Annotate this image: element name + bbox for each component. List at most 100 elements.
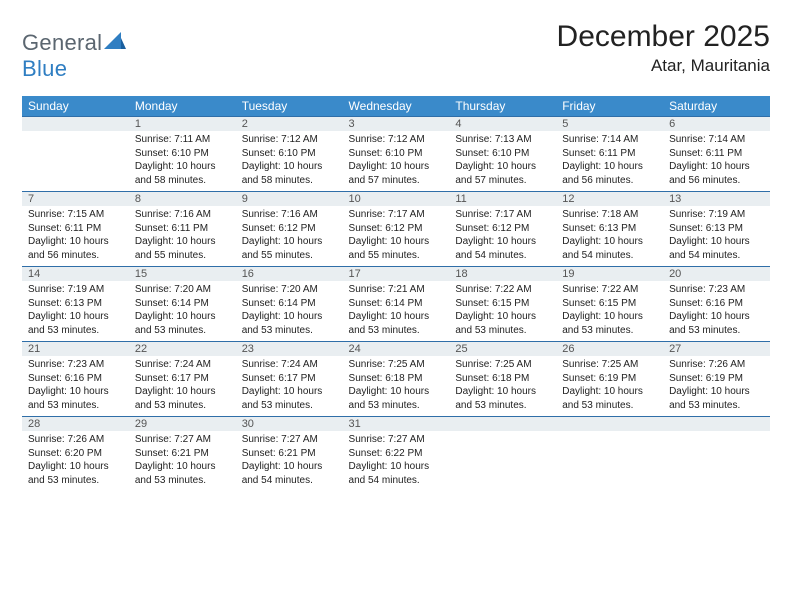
sunset-text: Sunset: 6:21 PM: [135, 447, 230, 461]
day-number: 24: [343, 342, 450, 357]
day-number: 12: [556, 192, 663, 207]
day-cell: Sunrise: 7:27 AMSunset: 6:21 PMDaylight:…: [129, 431, 236, 501]
day-number: 4: [449, 117, 556, 132]
day-number-row: 21222324252627: [22, 342, 770, 357]
sunrise-text: Sunrise: 7:19 AM: [28, 283, 123, 297]
day-cell: Sunrise: 7:25 AMSunset: 6:19 PMDaylight:…: [556, 356, 663, 417]
logo-sail-icon: [104, 30, 126, 56]
day-cell: Sunrise: 7:24 AMSunset: 6:17 PMDaylight:…: [129, 356, 236, 417]
day-body-row: Sunrise: 7:26 AMSunset: 6:20 PMDaylight:…: [22, 431, 770, 501]
daylight-text: Daylight: 10 hours and 56 minutes.: [28, 235, 123, 262]
day-cell: Sunrise: 7:20 AMSunset: 6:14 PMDaylight:…: [129, 281, 236, 342]
sunrise-text: Sunrise: 7:17 AM: [455, 208, 550, 222]
sunrise-text: Sunrise: 7:25 AM: [455, 358, 550, 372]
day-number: 19: [556, 267, 663, 282]
sunset-text: Sunset: 6:13 PM: [28, 297, 123, 311]
sunset-text: Sunset: 6:17 PM: [242, 372, 337, 386]
sunset-text: Sunset: 6:21 PM: [242, 447, 337, 461]
day-cell: [556, 431, 663, 501]
day-number: 17: [343, 267, 450, 282]
weekday-header: Monday: [129, 96, 236, 117]
daylight-text: Daylight: 10 hours and 54 minutes.: [562, 235, 657, 262]
weekday-header: Thursday: [449, 96, 556, 117]
daylight-text: Daylight: 10 hours and 53 minutes.: [135, 460, 230, 487]
sunrise-text: Sunrise: 7:15 AM: [28, 208, 123, 222]
sunrise-text: Sunrise: 7:20 AM: [135, 283, 230, 297]
daylight-text: Daylight: 10 hours and 57 minutes.: [455, 160, 550, 187]
day-cell: [663, 431, 770, 501]
logo-part2: Blue: [22, 56, 67, 81]
daylight-text: Daylight: 10 hours and 55 minutes.: [349, 235, 444, 262]
daylight-text: Daylight: 10 hours and 53 minutes.: [28, 460, 123, 487]
day-cell: Sunrise: 7:13 AMSunset: 6:10 PMDaylight:…: [449, 131, 556, 192]
day-body-row: Sunrise: 7:19 AMSunset: 6:13 PM Daylight:…: [22, 281, 770, 342]
day-number: 30: [236, 417, 343, 432]
weekday-header: Wednesday: [343, 96, 450, 117]
daylight-text: Daylight: 10 hours and 54 minutes.: [455, 235, 550, 262]
day-number: 1: [129, 117, 236, 132]
day-number: 3: [343, 117, 450, 132]
sunset-text: Sunset: 6:18 PM: [455, 372, 550, 386]
daylight-text: Daylight: 10 hours and 53 minutes.: [455, 385, 550, 412]
daylight-text: Daylight: 10 hours and 55 minutes.: [135, 235, 230, 262]
daylight-text: Daylight: 10 hours and 53 minutes.: [242, 310, 337, 337]
sunrise-text: Sunrise: 7:19 AM: [669, 208, 764, 222]
sunset-text: Sunset: 6:16 PM: [669, 297, 764, 311]
day-number-row: 123456: [22, 117, 770, 132]
sunrise-text: Sunrise: 7:20 AM: [242, 283, 337, 297]
sunset-text: Sunset: 6:11 PM: [669, 147, 764, 161]
sunset-text: Sunset: 6:14 PM: [242, 297, 337, 311]
day-number: 14: [22, 267, 129, 282]
day-number: 9: [236, 192, 343, 207]
sunrise-text: Sunrise: 7:22 AM: [562, 283, 657, 297]
day-number: 11: [449, 192, 556, 207]
daylight-text: Daylight: 10 hours and 54 minutes.: [349, 460, 444, 487]
day-cell: Sunrise: 7:21 AMSunset: 6:14 PMDaylight:…: [343, 281, 450, 342]
sunset-text: Sunset: 6:11 PM: [562, 147, 657, 161]
daylight-text: Daylight: 10 hours and 56 minutes.: [562, 160, 657, 187]
sunset-text: Sunset: 6:10 PM: [242, 147, 337, 161]
sunrise-text: Sunrise: 7:27 AM: [135, 433, 230, 447]
day-cell: Sunrise: 7:12 AMSunset: 6:10 PMDaylight:…: [343, 131, 450, 192]
day-cell: Sunrise: 7:19 AMSunset: 6:13 PMDaylight:…: [22, 281, 129, 342]
daylight-text: Daylight: 10 hours and 53 minutes.: [562, 310, 657, 337]
day-number: 20: [663, 267, 770, 282]
sunset-text: Sunset: 6:17 PM: [135, 372, 230, 386]
day-number: 25: [449, 342, 556, 357]
sunset-text: Sunset: 6:12 PM: [455, 222, 550, 236]
sunset-text: Sunset: 6:19 PM: [562, 372, 657, 386]
sunset-text: Sunset: 6:16 PM: [28, 372, 123, 386]
day-number-row: 28293031: [22, 417, 770, 432]
day-cell: Sunrise: 7:25 AMSunset: 6:18 PMDaylight:…: [449, 356, 556, 417]
weekday-header: Friday: [556, 96, 663, 117]
day-cell: Sunrise: 7:14 AMSunset: 6:11 PMDaylight:…: [663, 131, 770, 192]
sunset-text: Sunset: 6:10 PM: [349, 147, 444, 161]
sunrise-text: Sunrise: 7:27 AM: [242, 433, 337, 447]
day-number: 18: [449, 267, 556, 282]
sunrise-text: Sunrise: 7:24 AM: [135, 358, 230, 372]
daylight-text: Daylight: 10 hours and 53 minutes.: [455, 310, 550, 337]
sunset-text: Sunset: 6:10 PM: [135, 147, 230, 161]
weekday-header: Sunday: [22, 96, 129, 117]
daylight-text: Daylight: 10 hours and 53 minutes.: [562, 385, 657, 412]
location: Atar, Mauritania: [557, 56, 770, 76]
sunrise-text: Sunrise: 7:12 AM: [349, 133, 444, 147]
day-cell: Sunrise: 7:27 AMSunset: 6:22 PMDaylight:…: [343, 431, 450, 501]
calendar-table: Sunday Monday Tuesday Wednesday Thursday…: [22, 96, 770, 501]
daylight-text: Daylight: 10 hours and 53 minutes.: [242, 385, 337, 412]
calendar-page: GeneralBlue December 2025 Atar, Mauritan…: [0, 0, 792, 501]
day-cell: Sunrise: 7:17 AMSunset: 6:12 PMDaylight:…: [449, 206, 556, 267]
day-number: 6: [663, 117, 770, 132]
sunset-text: Sunset: 6:14 PM: [135, 297, 230, 311]
day-cell: Sunrise: 7:15 AMSunset: 6:11 PMDaylight:…: [22, 206, 129, 267]
sunrise-text: Sunrise: 7:26 AM: [669, 358, 764, 372]
day-cell: Sunrise: 7:27 AMSunset: 6:21 PMDaylight:…: [236, 431, 343, 501]
sunset-text: Sunset: 6:13 PM: [669, 222, 764, 236]
sunrise-text: Sunrise: 7:21 AM: [349, 283, 444, 297]
sunrise-text: Sunrise: 7:14 AM: [562, 133, 657, 147]
daylight-text: Daylight: 10 hours and 54 minutes.: [242, 460, 337, 487]
sunset-text: Sunset: 6:18 PM: [349, 372, 444, 386]
sunrise-text: Sunrise: 7:25 AM: [562, 358, 657, 372]
sunset-text: Sunset: 6:15 PM: [562, 297, 657, 311]
day-number: 26: [556, 342, 663, 357]
